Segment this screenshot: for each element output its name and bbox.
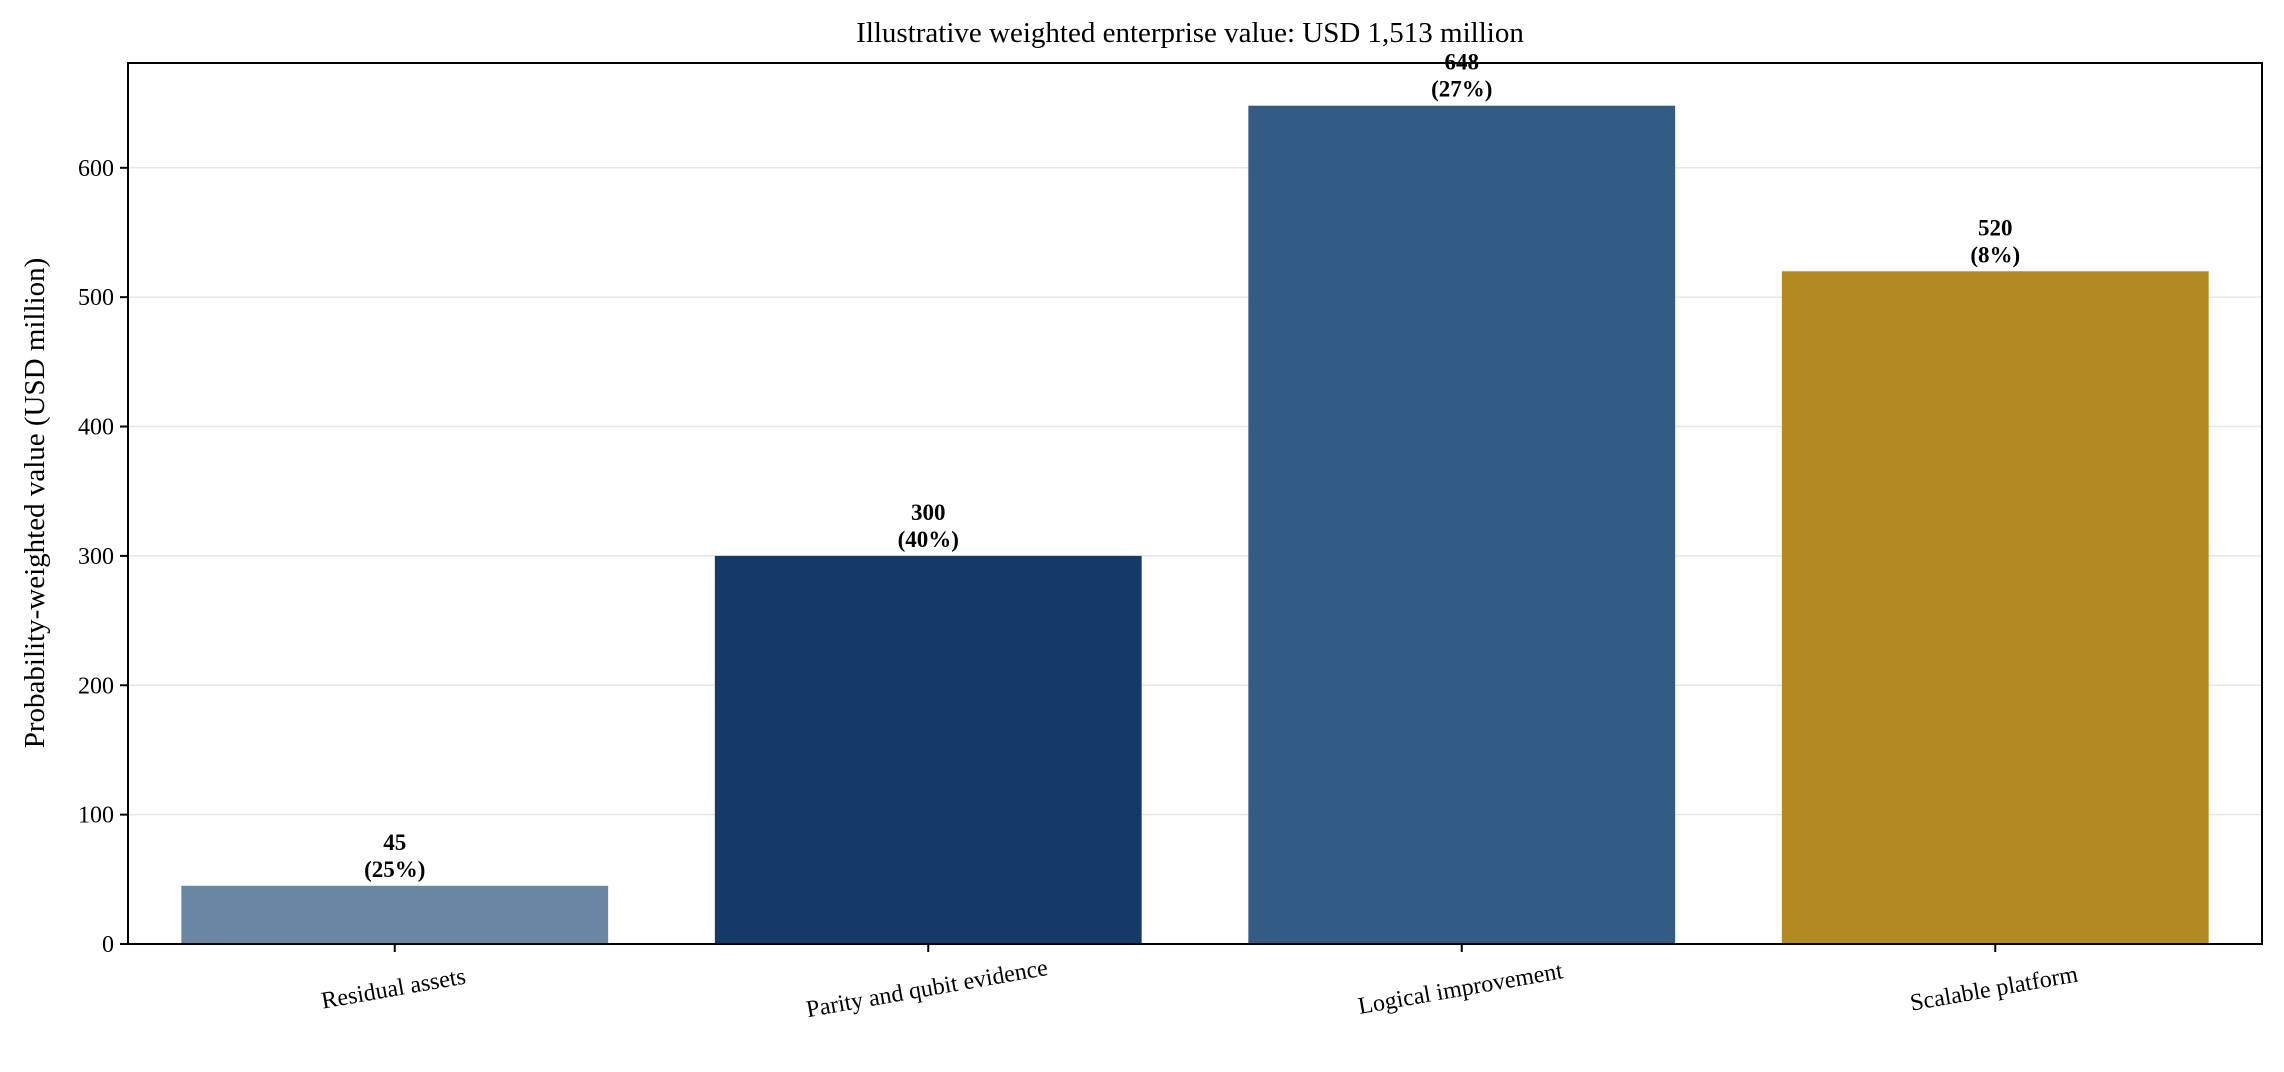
chart-title: Illustrative weighted enterprise value: … xyxy=(856,17,1524,49)
y-axis-ticks: 0 100 200 300 400 500 600 xyxy=(78,156,128,958)
y-tick-label: 400 xyxy=(78,415,114,441)
bar-weight-label: (27%) xyxy=(1431,77,1492,102)
plot-frame xyxy=(127,62,2263,945)
y-tick-label: 0 xyxy=(102,932,114,958)
bar xyxy=(181,885,609,944)
bars xyxy=(181,105,2209,944)
bar xyxy=(1248,105,1676,944)
x-axis-ticks: Residual assets Parity and qubit evidence… xyxy=(319,944,2080,1023)
bar xyxy=(1781,271,2209,944)
y-tick-label: 500 xyxy=(78,285,114,311)
y-tick-label: 100 xyxy=(78,803,114,829)
bar-value-label: 300 xyxy=(911,500,946,525)
bar-value-labels: 45(25%)300(40%)648(27%)520(8%) xyxy=(364,50,2020,882)
x-category-label: Scalable platform xyxy=(1908,961,2080,1016)
bar-weight-label: (8%) xyxy=(1970,242,2020,267)
bar xyxy=(714,555,1142,944)
bar-value-label: 520 xyxy=(1978,215,2013,240)
y-tick-label: 600 xyxy=(78,156,114,182)
y-tick-label: 200 xyxy=(78,673,114,699)
x-category-label: Residual assets xyxy=(319,964,467,1015)
bar-value-label: 45 xyxy=(383,830,406,855)
bar-weight-label: (40%) xyxy=(898,527,959,552)
y-axis-label: Probability-weighted value (USD million) xyxy=(19,258,51,749)
bar-weight-label: (25%) xyxy=(364,857,425,882)
x-category-label: Parity and qubit evidence xyxy=(804,955,1049,1023)
y-tick-label: 300 xyxy=(78,544,114,570)
x-category-label: Logical improvement xyxy=(1356,958,1565,1020)
